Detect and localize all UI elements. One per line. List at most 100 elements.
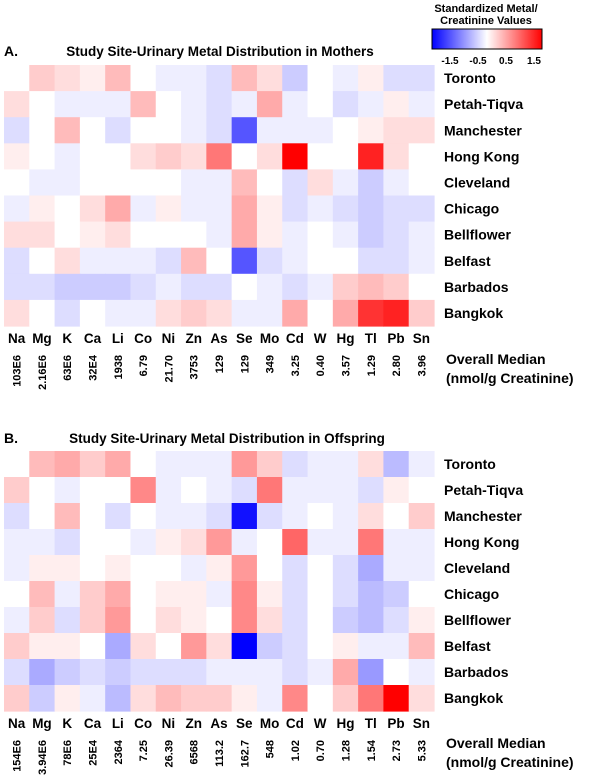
heatmap-cell (256, 195, 283, 223)
column-label: Ca (84, 331, 102, 346)
heatmap-cell (105, 273, 132, 301)
heatmap-cell (408, 221, 435, 249)
heatmap-cell (206, 195, 233, 223)
heatmap-cell (307, 91, 334, 118)
row-label: Bellflower (444, 227, 511, 243)
heatmap-cell (130, 221, 157, 249)
row-label: Toronto (444, 70, 496, 86)
heatmap-cell (231, 503, 258, 530)
heatmap-cell (307, 659, 334, 686)
heatmap-cell (408, 299, 435, 327)
heatmap-cell (54, 117, 81, 144)
panel-b-column-labels: Na Mg K Ca Li Co Ni Zn As Se Mo Cd W Hg Tl Pb Sn (8, 716, 430, 731)
heatmap-cell (206, 117, 233, 144)
column-label: Mo (260, 331, 280, 346)
panel-b-median-label-line2: (nmol/g Creatinine) (446, 754, 574, 770)
heatmap-cell (231, 607, 258, 634)
panel-b-median-values: 154E6 3.94E6 78E6 25E4 2364 7.25 26.39 6568 113.… (12, 739, 429, 775)
median-value: 1938 (113, 355, 125, 379)
heatmap-cell (130, 477, 157, 504)
heatmap-cell (383, 117, 410, 144)
heatmap-cell (383, 299, 410, 327)
heatmap-cell (181, 607, 207, 634)
heatmap-cell (383, 633, 410, 660)
row-label: Toronto (444, 456, 496, 472)
heatmap-cell (155, 273, 182, 301)
heatmap-cell (29, 659, 56, 686)
heatmap-cell (282, 451, 309, 478)
heatmap-cell (29, 633, 56, 660)
heatmap-cell (4, 555, 30, 582)
heatmap-cell (181, 529, 207, 556)
heatmap-cell (358, 117, 385, 144)
heatmap-cell (358, 477, 385, 504)
heatmap-cell (383, 607, 410, 634)
heatmap-cell (181, 195, 207, 223)
heatmap-cell (206, 633, 233, 660)
column-label: W (314, 716, 327, 731)
median-value: 129 (214, 355, 226, 373)
heatmap-cell (408, 685, 435, 712)
heatmap-cell (29, 581, 56, 608)
heatmap-cell (54, 607, 81, 634)
column-label: Na (8, 331, 26, 346)
heatmap-cell (105, 477, 132, 504)
heatmap-cell (332, 195, 359, 223)
row-label: Hong Kong (444, 148, 519, 164)
panel-a-column-labels: Na Mg K Ca Li Co Ni Zn As Se Mo Cd W Hg Tl Pb Sn (8, 331, 430, 346)
heatmap-cell (155, 529, 182, 556)
median-value: 5.33 (416, 740, 428, 761)
heatmap-cell (256, 143, 283, 170)
heatmap-cell (181, 633, 207, 660)
heatmap-cell (282, 555, 309, 582)
heatmap-cell (282, 659, 309, 686)
heatmap-cell (383, 529, 410, 556)
heatmap-cell (383, 169, 410, 197)
heatmap-cell (130, 117, 157, 144)
heatmap-cell (231, 247, 258, 275)
heatmap-cell (4, 221, 30, 249)
heatmap-cell (332, 247, 359, 275)
heatmap-cell (358, 555, 385, 582)
heatmap-cell (54, 221, 81, 249)
row-label: Belfast (444, 638, 491, 654)
heatmap-cell (231, 65, 258, 92)
heatmap-cell (282, 221, 309, 249)
heatmap-cell (29, 221, 56, 249)
heatmap-cell (155, 65, 182, 92)
heatmap-cell (206, 451, 233, 478)
heatmap-cell (307, 685, 334, 712)
panel-b: B. Study Site-Urinary Metal Distribution… (4, 430, 574, 775)
heatmap-cell (155, 117, 182, 144)
heatmap-cell (105, 633, 132, 660)
median-value: 7.25 (138, 740, 150, 761)
heatmap-cell (181, 581, 207, 608)
heatmap-cell (29, 477, 56, 504)
heatmap-cell (231, 685, 258, 712)
row-label: Barbados (444, 279, 509, 295)
heatmap-cell (155, 477, 182, 504)
heatmap-cell (79, 529, 106, 556)
heatmap-cell (231, 143, 258, 170)
heatmap-cell (105, 685, 132, 712)
median-value: 1.02 (290, 740, 302, 761)
heatmap-cell (408, 529, 435, 556)
column-label: Mg (32, 716, 52, 731)
heatmap-cell (155, 659, 182, 686)
column-label: Ni (162, 331, 176, 346)
column-label: Co (134, 716, 152, 731)
heatmap-cell (206, 65, 233, 92)
heatmap-cell (231, 477, 258, 504)
heatmap-cell (383, 477, 410, 504)
median-value: 3.25 (290, 355, 302, 376)
heatmap-cell (358, 65, 385, 92)
heatmap-cell (206, 659, 233, 686)
heatmap-cell (206, 143, 233, 170)
legend-title-line1: Standardized Metal/ (434, 3, 537, 15)
heatmap-cell (181, 477, 207, 504)
heatmap-cell (256, 607, 283, 634)
heatmap-cell (29, 555, 56, 582)
heatmap-cell (130, 659, 157, 686)
heatmap-cell (181, 65, 207, 92)
heatmap-cell (332, 503, 359, 530)
